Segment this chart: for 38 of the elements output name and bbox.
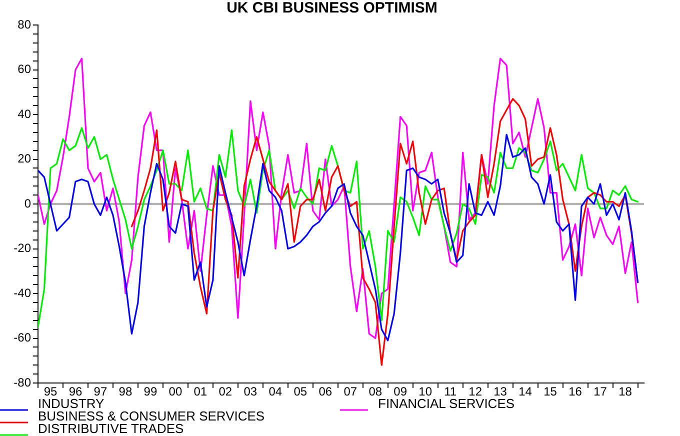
x-tick-label: 16 [568, 384, 582, 399]
x-tick-label: 08 [368, 384, 382, 399]
x-tick-label: 05 [294, 384, 308, 399]
x-tick-label: 10 [418, 384, 432, 399]
y-tick-label: 60 [18, 62, 32, 76]
legend-label: INDUSTRY [38, 396, 105, 412]
x-tick-label: 04 [268, 384, 282, 399]
y-tick-label: 80 [18, 17, 32, 32]
y-tick-label: -20 [14, 241, 32, 256]
x-tick-label: 02 [218, 384, 232, 399]
x-tick-label: 97 [94, 384, 108, 399]
x-tick-label: 18 [618, 384, 632, 399]
x-tick-label: 14 [518, 384, 532, 399]
legend-label: FINANCIAL SERVICES [378, 396, 515, 412]
x-tick-label: 98 [118, 384, 132, 399]
y-tick-label: 40 [18, 106, 32, 121]
x-tick-label: 13 [494, 384, 508, 399]
x-tick-label: 09 [394, 384, 408, 399]
y-tick-label: -80 [14, 375, 32, 390]
chart-title: UK CBI BUSINESS OPTIMISM [226, 0, 438, 17]
x-tick-label: 96 [68, 384, 82, 399]
legend-label: DISTRIBUTIVE TRADES [38, 421, 184, 436]
x-tick-label: 95 [44, 384, 58, 399]
x-tick-label: 07 [344, 384, 358, 399]
x-tick-label: 00 [168, 384, 182, 399]
y-tick-label: -40 [14, 286, 32, 300]
x-tick-label: 12 [468, 384, 482, 399]
x-tick-label: 01 [194, 384, 208, 399]
x-tick-label: 11 [444, 384, 457, 399]
legend-label: BUSINESS & CONSUMER SERVICES [38, 408, 265, 424]
x-tick-label: 06 [318, 384, 332, 399]
x-tick-label: 17 [594, 384, 608, 399]
y-tick-label: -60 [14, 330, 32, 345]
x-tick-label: 15 [544, 384, 558, 399]
x-tick-label: 03 [244, 384, 258, 399]
y-tick-label: 0 [24, 196, 32, 210]
x-tick-label: 99 [144, 384, 158, 399]
y-tick-label: 20 [18, 152, 32, 166]
